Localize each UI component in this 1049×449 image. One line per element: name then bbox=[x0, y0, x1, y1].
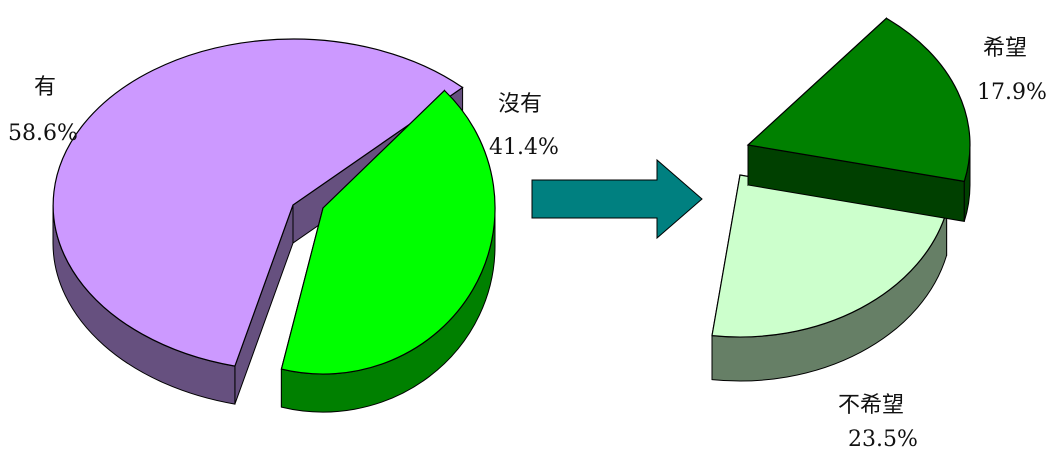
pie-slice-not-hope bbox=[711, 174, 948, 382]
pie-slice-hope bbox=[746, 17, 971, 222]
slice-label-hope: 希望 bbox=[983, 36, 1027, 61]
slice-percent-has: 58.6% bbox=[8, 121, 78, 146]
slice-label-not-hope: 不希望 bbox=[838, 393, 904, 418]
slice-percent-hope: 17.9% bbox=[977, 80, 1047, 105]
slice-label-has: 有 bbox=[34, 75, 56, 100]
slice-label-not-have: 沒有 bbox=[498, 92, 542, 117]
slice-percent-not-have: 41.4% bbox=[489, 135, 559, 160]
arrow-right-icon bbox=[531, 158, 703, 240]
pie-chart-hope bbox=[711, 17, 971, 382]
pie-chart-has bbox=[52, 38, 496, 413]
pie-slice-not-have bbox=[280, 89, 496, 413]
slice-percent-not-hope: 23.5% bbox=[848, 427, 918, 449]
